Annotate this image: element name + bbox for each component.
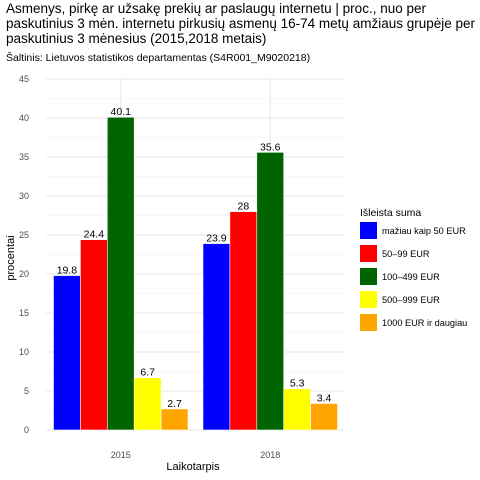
y-axis-title: procentai xyxy=(5,235,17,280)
legend-label: mažiau kaip 50 EUR xyxy=(382,226,466,236)
legend: Išleista suma mažiau kaip 50 EUR 50–99 EU… xyxy=(360,207,467,331)
bar-value-label: 2.7 xyxy=(167,398,182,410)
bar xyxy=(229,211,258,431)
value-labels: 19.8 24.4 40.1 6.7 2.7 23.9 28 35.6 5.3 3.4 xyxy=(57,106,332,410)
y-ticks: 0 5 10 15 20 25 30 35 40 45 xyxy=(19,74,29,435)
y-tick-label: 40 xyxy=(19,113,29,123)
bar-value-label: 28 xyxy=(237,201,249,213)
y-tick-label: 15 xyxy=(19,308,29,318)
y-tick-label: 10 xyxy=(19,347,29,357)
chart-subtitle: Šaltinis: Lietuvos statistikos departame… xyxy=(6,52,311,64)
legend-swatch xyxy=(360,314,377,331)
x-axis-title: Laikotarpis xyxy=(166,461,220,473)
y-tick-label: 5 xyxy=(24,386,29,396)
legend-swatch xyxy=(360,291,377,308)
bar-value-label: 23.9 xyxy=(206,233,227,245)
legend-label: 1000 EUR ir daugiau xyxy=(382,318,467,328)
bar xyxy=(106,116,135,431)
bar-value-label: 24.4 xyxy=(84,229,105,241)
bar-value-label: 35.6 xyxy=(260,141,281,153)
legend-title: Išleista suma xyxy=(360,207,421,219)
bar-value-label: 5.3 xyxy=(290,378,305,390)
bar-value-label: 6.7 xyxy=(140,367,155,379)
y-tick-label: 0 xyxy=(24,425,29,435)
y-tick-label: 30 xyxy=(19,191,29,201)
legend-swatch xyxy=(360,222,377,239)
chart-title: Asmenys, pirkę ar užsakę prekių ar pasla… xyxy=(6,1,476,46)
bar-value-label: 40.1 xyxy=(111,106,132,118)
bar xyxy=(133,377,162,431)
x-tick-label: 2018 xyxy=(260,450,280,460)
bar xyxy=(310,403,338,431)
y-tick-label: 25 xyxy=(19,230,29,240)
bar xyxy=(53,275,81,431)
bar-value-label: 3.4 xyxy=(317,392,332,404)
x-tick-label: 2015 xyxy=(111,450,131,460)
legend-label: 100–499 EUR xyxy=(382,272,440,282)
y-tick-label: 20 xyxy=(19,269,29,279)
legend-items: mažiau kaip 50 EUR 50–99 EUR 100–499 EUR 50… xyxy=(360,222,467,331)
bar xyxy=(160,408,189,431)
bar xyxy=(283,388,311,431)
legend-swatch xyxy=(360,268,377,285)
legend-label: 50–99 EUR xyxy=(382,249,430,259)
bar xyxy=(256,152,285,431)
bar xyxy=(80,239,108,431)
x-ticks: 2015 2018 xyxy=(111,450,281,460)
y-tick-label: 35 xyxy=(19,152,29,162)
legend-swatch xyxy=(360,245,377,262)
bar xyxy=(202,243,231,431)
bars xyxy=(53,116,338,431)
legend-label: 500–999 EUR xyxy=(382,295,440,305)
y-tick-label: 45 xyxy=(19,74,29,84)
bar-value-label: 19.8 xyxy=(57,265,78,277)
